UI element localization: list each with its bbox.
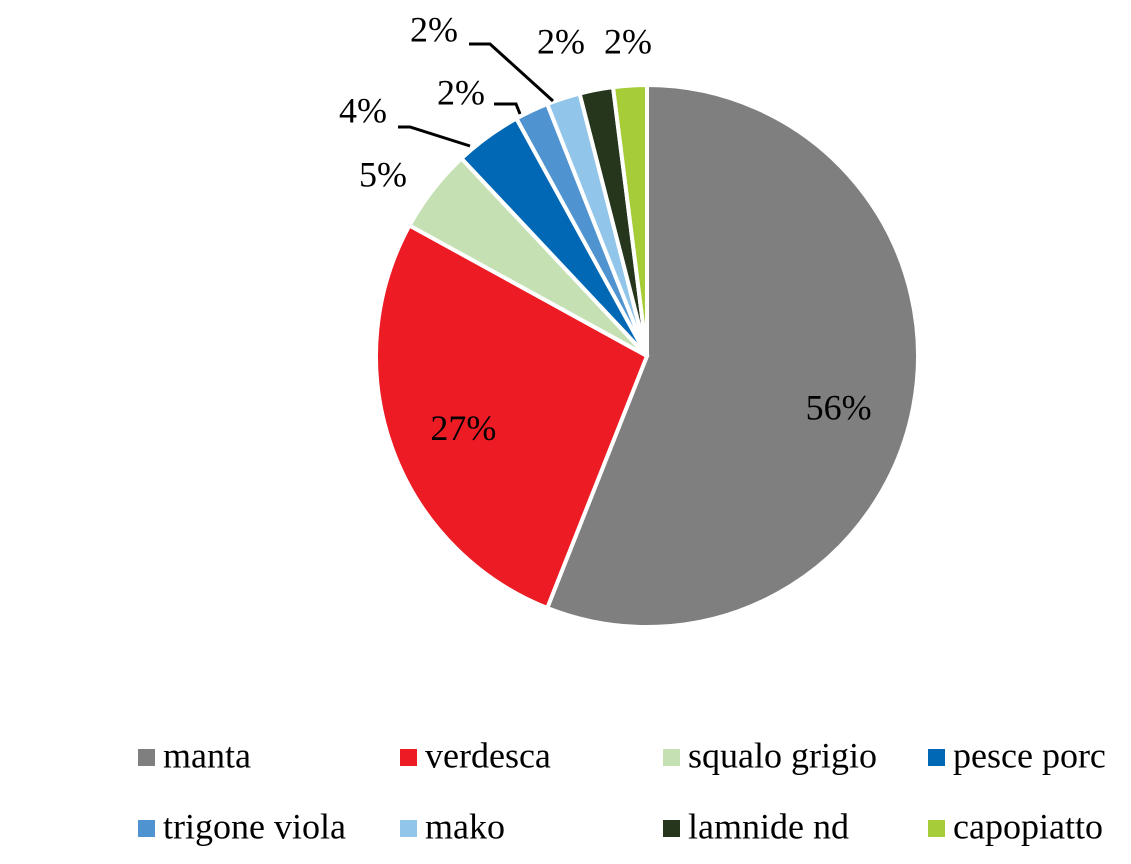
data-label: 5%	[359, 154, 407, 194]
legend-label: trigone viola	[163, 806, 346, 846]
data-label: 2%	[537, 21, 585, 61]
leader-line	[494, 102, 522, 115]
data-label: 27%	[430, 408, 496, 448]
legend-label: mako	[425, 806, 505, 846]
legend-swatch	[928, 820, 945, 837]
legend-swatch	[400, 820, 417, 837]
legend-swatch	[138, 749, 155, 766]
legend-swatch	[138, 820, 155, 837]
data-label: 2%	[410, 9, 458, 49]
data-label: 2%	[604, 21, 652, 61]
pie-slice	[610, 82, 649, 357]
leader-line	[398, 125, 471, 148]
legend-swatch	[400, 749, 417, 766]
legend-label: lamnide nd	[688, 806, 849, 846]
legend-label: verdesca	[425, 735, 551, 775]
leader-line	[469, 42, 555, 103]
legend-label: capopiatto	[953, 806, 1103, 846]
data-label: 56%	[806, 388, 872, 428]
data-label: 4%	[339, 90, 387, 130]
legend-swatch	[663, 749, 680, 766]
data-label: 2%	[437, 72, 485, 112]
legend-swatch	[663, 820, 680, 837]
pie-slice	[374, 222, 650, 611]
pie-slice	[544, 82, 920, 629]
legend-swatch	[928, 749, 945, 766]
legend-label: squalo grigio	[688, 735, 877, 775]
legend-label: pesce porc	[953, 735, 1106, 775]
legend-label: manta	[163, 735, 251, 775]
